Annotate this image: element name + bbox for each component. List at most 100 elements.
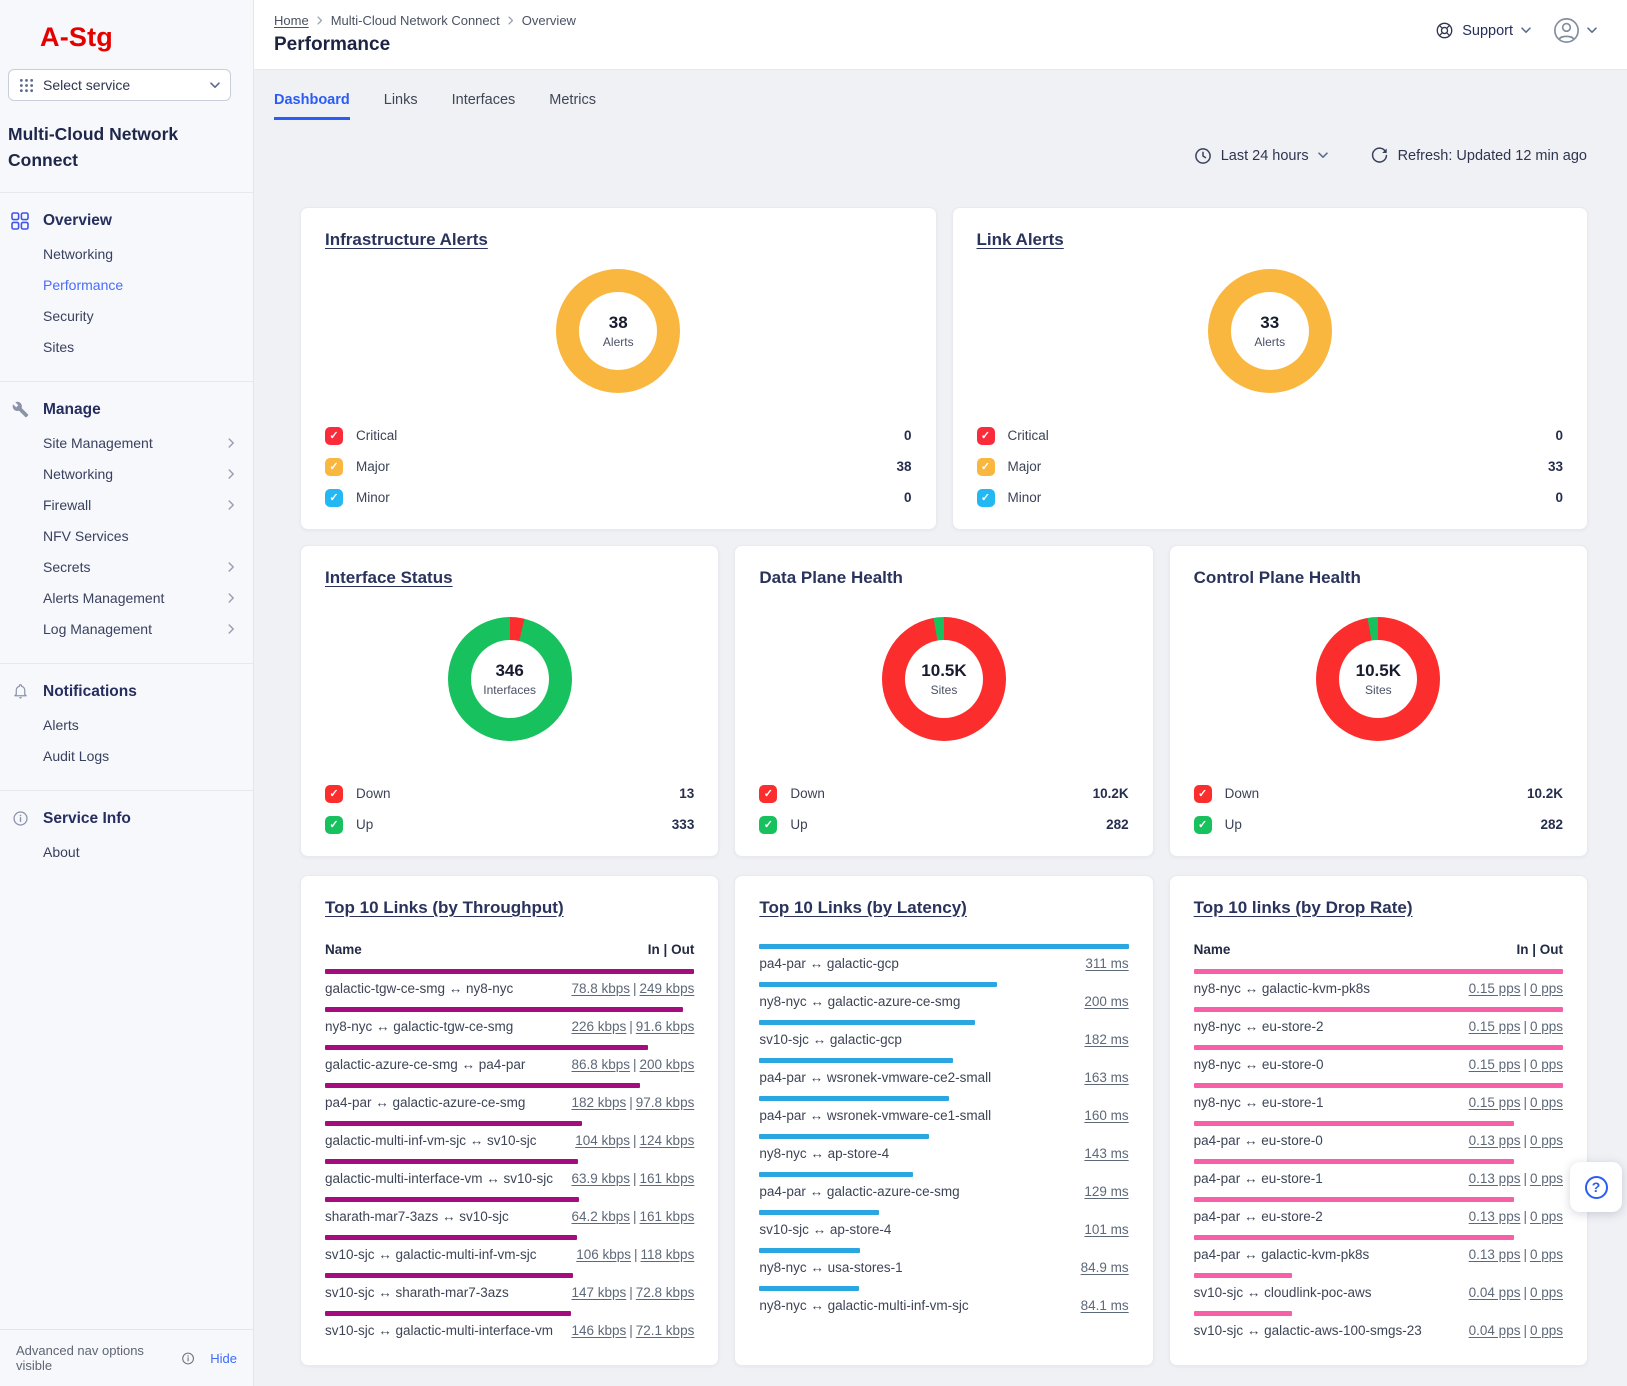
latency-value-link[interactable]: 84.9 ms [1080, 1260, 1129, 1275]
in-value-link[interactable]: 78.8 kbps [571, 981, 631, 996]
latency-value-link[interactable]: 84.1 ms [1080, 1298, 1129, 1313]
latency-value-link[interactable]: 200 ms [1084, 994, 1129, 1009]
in-value-link[interactable]: 0.13 pps [1468, 1171, 1521, 1186]
critical-checkbox[interactable] [325, 426, 343, 445]
refresh-button[interactable]: Refresh: Updated 12 min ago [1370, 146, 1587, 165]
sidebar-section-service-info[interactable]: Service Info [0, 797, 253, 837]
out-value-link[interactable]: 118 kbps [640, 1247, 695, 1262]
in-value-link[interactable]: 0.15 pps [1468, 981, 1521, 996]
out-value-link[interactable]: 0 pps [1529, 1095, 1563, 1110]
top10-throughput-link[interactable]: Top 10 Links (by Throughput) [325, 898, 564, 917]
minor-checkbox[interactable] [976, 488, 995, 507]
out-value-link[interactable]: 0 pps [1529, 1133, 1563, 1148]
in-value-link[interactable]: 0.04 pps [1468, 1285, 1521, 1300]
out-value-link[interactable]: 0 pps [1529, 981, 1563, 996]
sidebar-item[interactable]: Performance [43, 277, 124, 293]
down-checkbox[interactable] [759, 784, 778, 803]
out-value-link[interactable]: 0 pps [1529, 1323, 1563, 1338]
tab[interactable]: Links [383, 92, 418, 108]
top10-latency-link[interactable]: Top 10 Links (by Latency) [759, 898, 967, 917]
tab[interactable]: Metrics [549, 92, 597, 108]
down-checkbox[interactable] [325, 784, 343, 803]
in-value-link[interactable]: 64.2 kbps [571, 1209, 631, 1224]
in-value-link[interactable]: 63.9 kbps [571, 1171, 631, 1186]
out-value-link[interactable]: 0 pps [1529, 1285, 1563, 1300]
out-value-link[interactable]: 0 pps [1529, 1057, 1563, 1072]
out-value-link[interactable]: 0 pps [1529, 1247, 1563, 1262]
minor-checkbox[interactable] [325, 488, 343, 507]
out-value-link[interactable]: 72.8 kbps [635, 1285, 695, 1300]
user-menu[interactable] [1553, 17, 1597, 44]
in-value-link[interactable]: 106 kbps [576, 1247, 632, 1262]
out-value-link[interactable]: 200 kbps [639, 1057, 695, 1072]
latency-value-link[interactable]: 311 ms [1085, 956, 1129, 971]
breadcrumb-service[interactable]: Multi-Cloud Network Connect [330, 13, 500, 28]
latency-value-link[interactable]: 101 ms [1084, 1222, 1129, 1237]
sidebar-section-manage[interactable]: Manage [0, 388, 253, 428]
in-value-link[interactable]: 0.15 pps [1468, 1095, 1521, 1110]
out-value-link[interactable]: 72.1 kbps [635, 1323, 695, 1338]
out-value-link[interactable]: 0 pps [1529, 1171, 1563, 1186]
up-checkbox[interactable] [1193, 815, 1212, 834]
major-checkbox[interactable] [325, 457, 343, 476]
in-value-link[interactable]: 0.15 pps [1468, 1057, 1521, 1072]
out-value-link[interactable]: 0 pps [1529, 1209, 1563, 1224]
in-value-link[interactable]: 0.13 pps [1468, 1209, 1521, 1224]
select-service-dropdown[interactable]: Select service [8, 69, 231, 101]
out-value-link[interactable]: 161 kbps [639, 1209, 695, 1224]
out-value-link[interactable]: 0 pps [1529, 1019, 1563, 1034]
support-menu[interactable]: Support [1435, 21, 1531, 40]
help-button[interactable]: ? [1570, 1162, 1622, 1212]
interface-status-link[interactable]: Interface Status [325, 568, 453, 587]
sidebar-item[interactable]: About [43, 844, 80, 860]
hide-nav-link[interactable]: Hide [210, 1350, 237, 1366]
tab[interactable]: Dashboard [274, 92, 350, 120]
major-checkbox[interactable] [976, 457, 995, 476]
link-alerts-link[interactable]: Link Alerts [976, 230, 1064, 249]
sidebar-item[interactable]: Log Management [0, 614, 253, 645]
breadcrumb-home[interactable]: Home [274, 13, 309, 28]
sidebar-item[interactable]: Alerts Management [0, 583, 253, 614]
sidebar-section-notifications[interactable]: Notifications [0, 670, 253, 710]
sidebar-item[interactable]: Networking [0, 459, 253, 490]
infrastructure-alerts-link[interactable]: Infrastructure Alerts [325, 230, 488, 249]
in-value-link[interactable]: 0.13 pps [1468, 1247, 1521, 1262]
in-value-link[interactable]: 182 kbps [571, 1095, 627, 1110]
sidebar-item[interactable]: Security [43, 308, 94, 324]
sidebar-item[interactable]: Firewall [0, 490, 253, 521]
sidebar-item[interactable]: Site Management [0, 428, 253, 459]
up-checkbox[interactable] [325, 815, 343, 834]
in-value-link[interactable]: 0.13 pps [1468, 1133, 1521, 1148]
up-checkbox[interactable] [759, 815, 778, 834]
latency-value-link[interactable]: 182 ms [1084, 1032, 1129, 1047]
critical-checkbox[interactable] [976, 426, 995, 445]
in-value-link[interactable]: 147 kbps [571, 1285, 627, 1300]
top10-drop-rate-link[interactable]: Top 10 links (by Drop Rate) [1193, 898, 1413, 917]
out-value-link[interactable]: 124 kbps [639, 1133, 695, 1148]
time-range-selector[interactable]: Last 24 hours [1194, 147, 1328, 165]
sidebar-section-overview[interactable]: Overview [0, 199, 253, 239]
in-value-link[interactable]: 104 kbps [575, 1133, 631, 1148]
tab[interactable]: Interfaces [451, 92, 516, 108]
in-value-link[interactable]: 0.04 pps [1468, 1323, 1521, 1338]
out-value-link[interactable]: 97.8 kbps [635, 1095, 695, 1110]
in-value-link[interactable]: 0.15 pps [1468, 1019, 1521, 1034]
out-value-link[interactable]: 161 kbps [639, 1171, 695, 1186]
legend-value: 282 [1540, 817, 1563, 832]
latency-value-link[interactable]: 163 ms [1084, 1070, 1129, 1085]
sidebar-item[interactable]: Alerts [43, 717, 79, 733]
latency-value-link[interactable]: 143 ms [1084, 1146, 1129, 1161]
sidebar-item[interactable]: NFV Services [43, 528, 129, 544]
down-checkbox[interactable] [1193, 784, 1212, 803]
latency-value-link[interactable]: 160 ms [1084, 1108, 1129, 1123]
out-value-link[interactable]: 249 kbps [639, 981, 695, 996]
in-value-link[interactable]: 226 kbps [571, 1019, 627, 1034]
out-value-link[interactable]: 91.6 kbps [635, 1019, 695, 1034]
sidebar-item[interactable]: Sites [43, 339, 75, 355]
sidebar-item[interactable]: Networking [43, 246, 114, 262]
latency-value-link[interactable]: 129 ms [1084, 1184, 1129, 1199]
in-value-link[interactable]: 86.8 kbps [571, 1057, 631, 1072]
sidebar-item[interactable]: Secrets [0, 552, 253, 583]
in-value-link[interactable]: 146 kbps [571, 1323, 627, 1338]
sidebar-item[interactable]: Audit Logs [43, 748, 110, 764]
